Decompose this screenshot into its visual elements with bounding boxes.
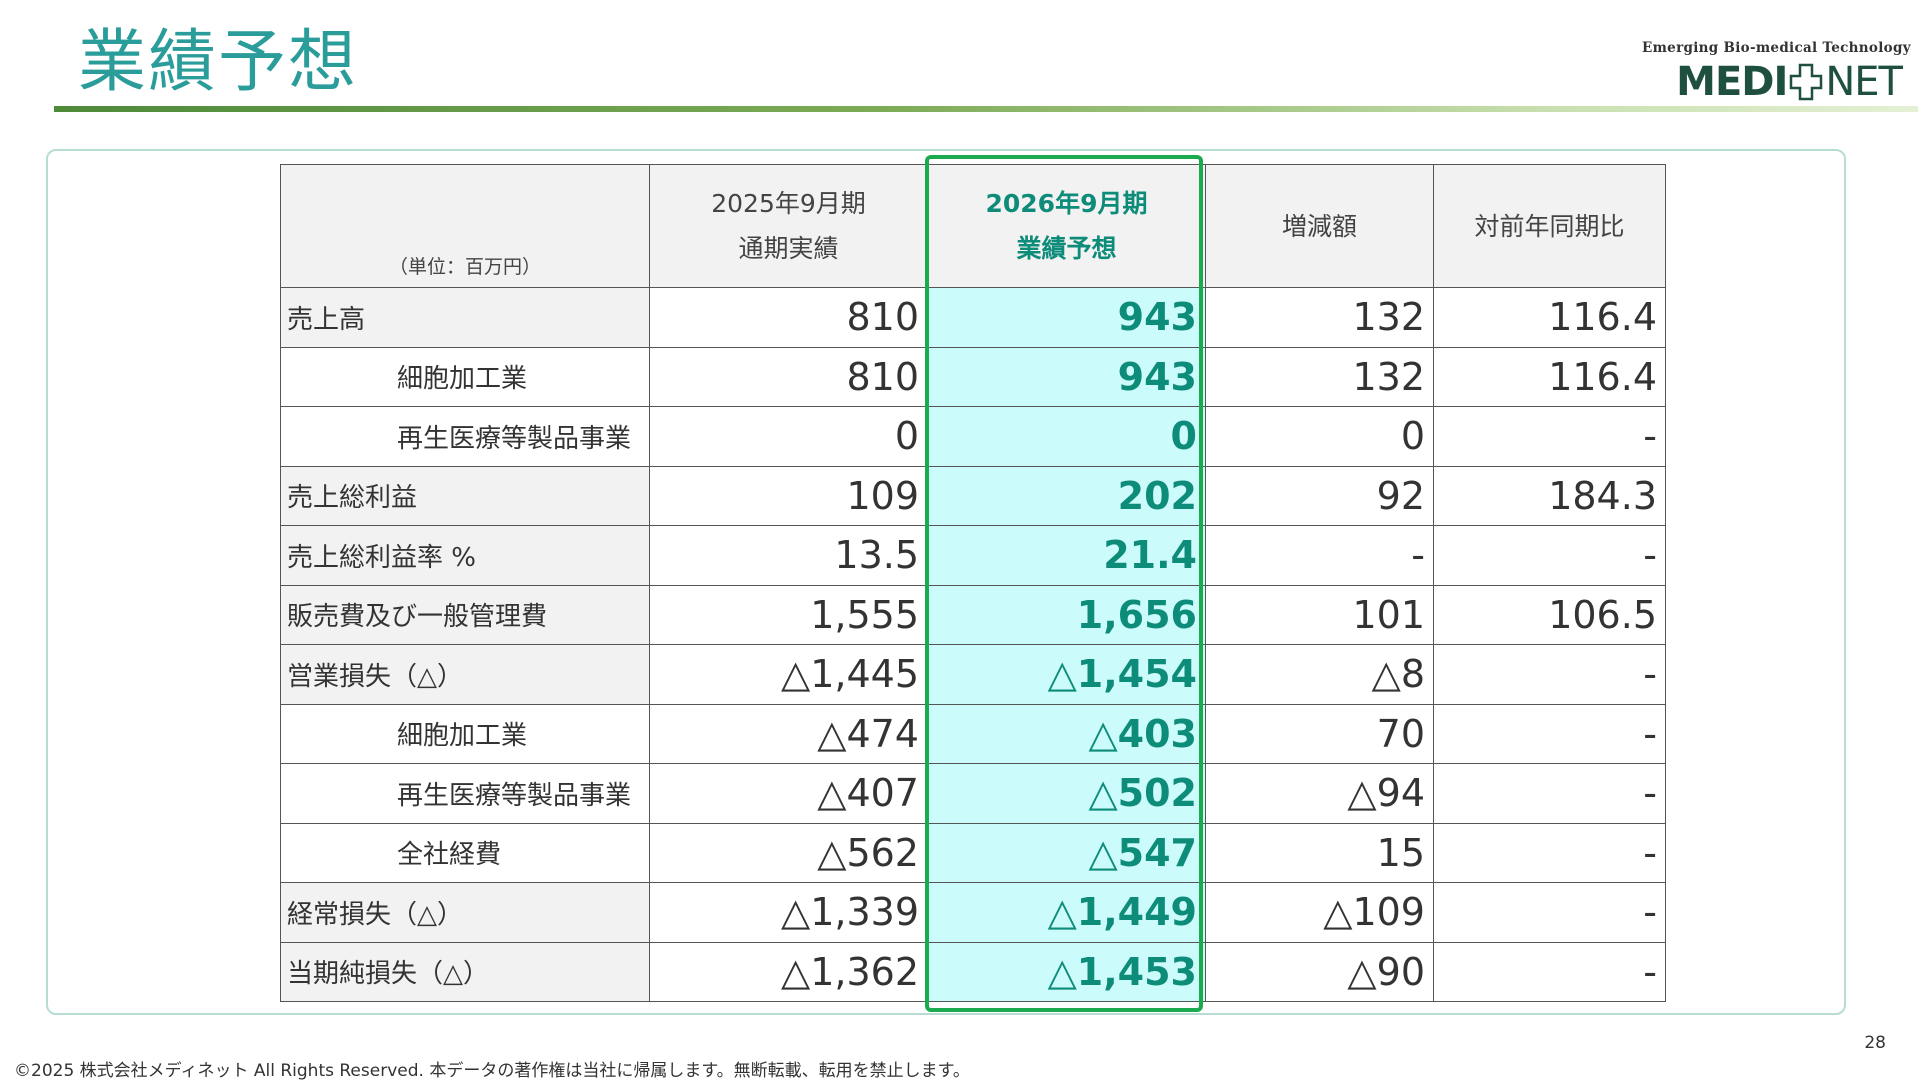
cell-forecast: △502 [927,763,1206,824]
cell-ratio: - [1433,882,1666,943]
cell-ratio: - [1433,763,1666,824]
header-actual-line1: 2025年9月期 [711,189,866,218]
cell-forecast: 21.4 [927,525,1206,586]
row-label: 細胞加工業 [280,703,650,764]
row-label: 売上高 [280,287,650,348]
cell-ratio: 184.3 [1433,465,1666,526]
logo-tagline: Emerging Bio-medical Technology [1642,40,1911,56]
cell-forecast: △1,454 [927,644,1206,705]
page-number: 28 [1864,1033,1886,1053]
cell-change: △109 [1205,882,1434,943]
table-row: 売上総利益率 % 13.5 21.4- - [280,525,1666,586]
cell-forecast: △1,449 [927,882,1206,943]
cell-change: △8 [1205,644,1434,705]
page-title: 業績予想 [78,23,359,102]
cell-actual: 13.5 [649,525,928,586]
logo-wordmark: MEDI NET [1642,59,1903,105]
cell-forecast: 1,656 [927,584,1206,645]
row-label: 売上総利益 [280,465,650,526]
cell-actual: 1,555 [649,584,928,645]
cell-change: 0 [1205,406,1434,467]
row-label: 経常損失（△） [280,882,650,943]
cell-change: 92 [1205,465,1434,526]
cell-ratio: - [1433,406,1666,467]
cell-change: △90 [1205,941,1434,1002]
logo-plus-icon [1790,63,1823,101]
logo-net-text: NET [1825,59,1903,105]
table-row: 当期純損失（△） △1,362 △1,453 △90- [280,941,1666,1002]
header-forecast: 2026年9月期 業績予想 [927,164,1206,288]
cell-actual: 810 [649,346,928,407]
table-header-row: （単位：百万円） 2025年9月期 通期実績 2026年9月期 業績予想 増減額… [280,164,1666,288]
cell-change: 101 [1205,584,1434,645]
cell-ratio: - [1433,525,1666,586]
row-label: 営業損失（△） [280,644,650,705]
cell-forecast: 943 [927,287,1206,348]
table-row: 販売費及び一般管理費 1,555 1,656 101 106.5 [280,584,1666,645]
row-label: 販売費及び一般管理費 [280,584,650,645]
cell-ratio: 116.4 [1433,346,1666,407]
cell-forecast: △403 [927,703,1206,764]
header-forecast-line2: 業績予想 [1016,234,1117,263]
table-row: 細胞加工業 810 943 132 116.4 [280,346,1666,407]
table-row: 経常損失（△） △1,339 △1,449 △109- [280,882,1666,943]
cell-change: 15 [1205,822,1434,883]
cell-ratio: - [1433,941,1666,1002]
cell-forecast: 202 [927,465,1206,526]
company-logo: Emerging Bio-medical Technology MEDI NET [1642,40,1911,105]
cell-ratio: - [1433,822,1666,883]
logo-medi-text: MEDI [1676,59,1788,105]
cell-change: 132 [1205,346,1434,407]
cell-ratio: 106.5 [1433,584,1666,645]
cell-actual: △1,445 [649,644,928,705]
cell-forecast: 0 [927,406,1206,467]
cell-ratio: 116.4 [1433,287,1666,348]
header-forecast-line1: 2026年9月期 [985,189,1148,218]
header-ratio: 対前年同期比 [1433,164,1666,288]
table-row: 全社経費 △562 △547 15- [280,822,1666,883]
cell-actual: △474 [649,703,928,764]
header-actual: 2025年9月期 通期実績 [649,164,928,288]
content-panel [46,149,1846,1015]
table-row: 売上高 810 943 132 116.4 [280,287,1666,348]
cell-actual: △1,339 [649,882,928,943]
row-label: 細胞加工業 [280,346,650,407]
cell-actual: △562 [649,822,928,883]
cell-ratio: - [1433,644,1666,705]
cell-forecast: △547 [927,822,1206,883]
cell-actual: 810 [649,287,928,348]
forecast-table: （単位：百万円） 2025年9月期 通期実績 2026年9月期 業績予想 増減額… [280,164,1666,1002]
table-body: 売上高 810 943 132 116.4 細胞加工業 810 943 132 116.4 再生医療… [280,287,1666,1002]
table-row: 営業損失（△） △1,445 △1,454 △8- [280,644,1666,705]
table-row: 売上総利益 109 202 92 184.3 [280,465,1666,526]
row-label: 再生医療等製品事業 [280,763,650,824]
table-row: 再生医療等製品事業 0 0 0- [280,406,1666,467]
cell-actual: 109 [649,465,928,526]
cell-change: 132 [1205,287,1434,348]
row-label: 全社経費 [280,822,650,883]
copyright-footer: ©2025 株式会社メディネット All Rights Reserved. 本デ… [14,1061,970,1080]
table-row: 細胞加工業 △474 △403 70- [280,703,1666,764]
cell-change: - [1205,525,1434,586]
cell-actual: 0 [649,406,928,467]
cell-actual: △407 [649,763,928,824]
row-label: 当期純損失（△） [280,941,650,1002]
row-label: 売上総利益率 % [280,525,650,586]
cell-change: 70 [1205,703,1434,764]
row-label: 再生医療等製品事業 [280,406,650,467]
header-change: 増減額 [1205,164,1434,288]
cell-forecast: 943 [927,346,1206,407]
cell-change: △94 [1205,763,1434,824]
cell-ratio: - [1433,703,1666,764]
header-actual-line2: 通期実績 [738,234,839,263]
unit-label: （単位：百万円） [280,164,650,288]
table-row: 再生医療等製品事業 △407 △502 △94- [280,763,1666,824]
cell-forecast: △1,453 [927,941,1206,1002]
cell-actual: △1,362 [649,941,928,1002]
title-underline [54,106,1918,112]
